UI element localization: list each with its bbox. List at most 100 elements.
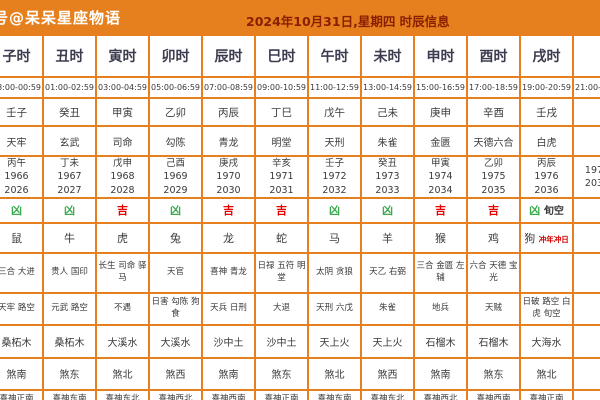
cell-clash-pillar: 1977 2037 — [572, 155, 600, 199]
nayin-label: 大溪水 — [160, 337, 191, 349]
luck-mark: 吉 — [223, 204, 234, 218]
clash-ganzhi: 丙午 — [6, 158, 26, 169]
sha-direction-label: 煞西 — [165, 370, 186, 382]
clash-ganzhi: 乙卯 — [483, 158, 503, 169]
cell-hour-ganzhi: 戊午 — [307, 97, 362, 127]
clash-ganzhi: 戊申 — [112, 158, 132, 169]
unlucky-stars-text: 大退 — [272, 302, 290, 313]
cell-hour-name: 辰时 — [201, 34, 256, 78]
nayin-element-row: 桑柘木 桑柘木 大溪水 大溪水 沙中土 沙中土 天上火 天上火 石榴木 石榴木 大海水 — [0, 323, 600, 359]
clash-years: 1970 2030 — [216, 171, 241, 196]
xishen-direction: 喜神东南 — [317, 393, 352, 400]
hour-name-row: 子时 丑时 寅时 卯时 辰时 巳时 午时 未时 申时 酉时 戌时 — [0, 34, 600, 78]
cell-luck-verdict: 吉 — [413, 196, 468, 224]
ganzhi-label: 丙辰 — [218, 106, 239, 119]
cell-hour-name: 子时 — [0, 34, 44, 78]
cell-clash-pillar: 甲寅 1974 2034 — [413, 155, 468, 199]
xishen-direction: 喜神东南 — [52, 393, 87, 400]
clash-years: 1974 2034 — [428, 171, 453, 196]
cell-duty-spirit: 朱雀 — [360, 125, 415, 157]
cell-clash-pillar: 庚戌 1970 2030 — [201, 155, 256, 199]
cell-luck-verdict: 吉 — [466, 196, 521, 224]
cell-unlucky-stars — [572, 291, 600, 326]
cell-nayin-element: 天上火 — [307, 323, 362, 359]
cell-duty-spirit: 青龙 — [201, 125, 256, 157]
clash-ganzhi: 丙辰 — [536, 158, 556, 169]
duty-spirit-label: 朱雀 — [377, 137, 398, 149]
sha-direction-label: 煞西 — [377, 370, 398, 382]
cell-lucky-stars: 六合 天德 宝光 — [466, 251, 521, 294]
cell-duty-spirit — [572, 125, 600, 157]
cell-hour-ganzhi: 庚申 — [413, 97, 468, 127]
cell-nayin-element — [572, 323, 600, 359]
cell-fortune-directions: 喜神正南财神正南 — [0, 388, 44, 400]
cell-fortune-directions: 喜神正南财神正西 — [254, 388, 309, 400]
cell-unlucky-stars: 天牢 路空 — [0, 291, 44, 326]
cell-nayin-element: 大溪水 — [95, 323, 150, 359]
cell-luck-verdict — [572, 196, 600, 224]
cell-nayin-element: 大海水 — [519, 323, 574, 359]
cell-luck-verdict: 凶 — [42, 196, 97, 224]
hour-label: 戌时 — [532, 49, 561, 65]
cell-hour-ganzhi: 辛酉 — [466, 97, 521, 127]
cell-unlucky-stars: 地兵 — [413, 291, 468, 326]
cell-duty-spirit: 司命 — [95, 125, 150, 157]
cell-clash-pillar: 己酉 1969 2029 — [148, 155, 203, 199]
clash-years: 1969 2029 — [163, 171, 188, 196]
time-range: 21:00-22:59 — [575, 83, 600, 92]
cell-lucky-stars: 贵人 国印 — [42, 251, 97, 294]
sha-direction-label: 煞北 — [112, 370, 133, 382]
luck-mark: 凶 — [11, 204, 22, 218]
cell-nayin-element: 沙中土 — [254, 323, 309, 359]
cell-hour-time: 15:00-16:59 — [413, 76, 468, 99]
animal-clash-note: 冲年冲日 — [538, 234, 569, 244]
cell-duty-spirit: 明堂 — [254, 125, 309, 157]
cell-hour-ganzhi: 乙卯 — [148, 97, 203, 127]
clash-years: 1968 2028 — [110, 171, 135, 196]
clash-ganzhi: 庚戌 — [218, 158, 238, 169]
cell-lucky-stars: 三合 金匮 左辅 — [413, 251, 468, 294]
cell-hour-name: 戌时 — [519, 34, 574, 78]
xishen-direction: 喜神西南 — [211, 393, 246, 400]
cell-zodiac-animal: 虎 — [95, 221, 150, 254]
cell-zodiac-animal: 马 — [307, 221, 362, 254]
cell-hour-name: 酉时 — [466, 34, 521, 78]
cell-hour-time: 17:00-18:59 — [466, 76, 521, 99]
animal-label: 虎 — [117, 231, 128, 245]
duty-spirit-label: 白虎 — [536, 137, 557, 149]
time-range: 13:00-14:59 — [363, 83, 412, 92]
cell-sha-direction: 煞东 — [42, 356, 97, 391]
cell-sha-direction: 煞东 — [254, 356, 309, 391]
cell-hour-ganzhi: 壬子 — [0, 97, 44, 127]
luck-mark: 凶 — [329, 204, 340, 218]
duty-spirit-label: 玄武 — [59, 137, 80, 149]
cell-luck-verdict: 凶 — [360, 196, 415, 224]
unlucky-stars-text: 不遇 — [113, 302, 131, 313]
cell-luck-verdict: 凶 — [148, 196, 203, 224]
cell-sha-direction: 煞北 — [519, 356, 574, 391]
cell-nayin-element: 桑柘木 — [42, 323, 97, 359]
ganzhi-label: 壬戌 — [536, 106, 557, 119]
hour-label: 未时 — [373, 49, 402, 65]
lucky-stars-text: 六合 天德 宝光 — [469, 261, 518, 283]
nayin-label: 沙中土 — [213, 337, 244, 349]
hour-label: 辰时 — [214, 49, 243, 65]
cell-unlucky-stars: 日破 路空 白虎 旬空 — [519, 291, 574, 326]
cell-zodiac-animal: 狗 冲年冲日 — [519, 221, 574, 254]
cell-luck-verdict: 吉 — [201, 196, 256, 224]
cell-fortune-directions: 喜神西南财神正南 — [466, 388, 521, 400]
cell-unlucky-stars: 日害 勾陈 狗食 — [148, 291, 203, 326]
cell-luck-verdict: 凶 — [307, 196, 362, 224]
clash-years: 1966 2026 — [4, 171, 29, 196]
cell-unlucky-stars: 不遇 — [95, 291, 150, 326]
cell-unlucky-stars: 天贼 — [466, 291, 521, 326]
animal-label: 龙 — [223, 231, 234, 245]
cell-hour-time: 13:00-14:59 — [360, 76, 415, 99]
nayin-label: 石榴木 — [425, 337, 456, 349]
cell-clash-pillar: 壬子 1972 2032 — [307, 155, 362, 199]
hours-table: 子时 丑时 寅时 卯时 辰时 巳时 午时 未时 申时 酉时 戌时 23:00-00:59 01:00-0… — [0, 34, 600, 400]
lucky-stars-text: 喜神 青龙 — [210, 266, 247, 277]
cell-hour-name: 巳时 — [254, 34, 309, 78]
sha-direction-label: 煞南 — [218, 370, 239, 382]
cell-clash-pillar: 丁未 1967 2027 — [42, 155, 97, 199]
